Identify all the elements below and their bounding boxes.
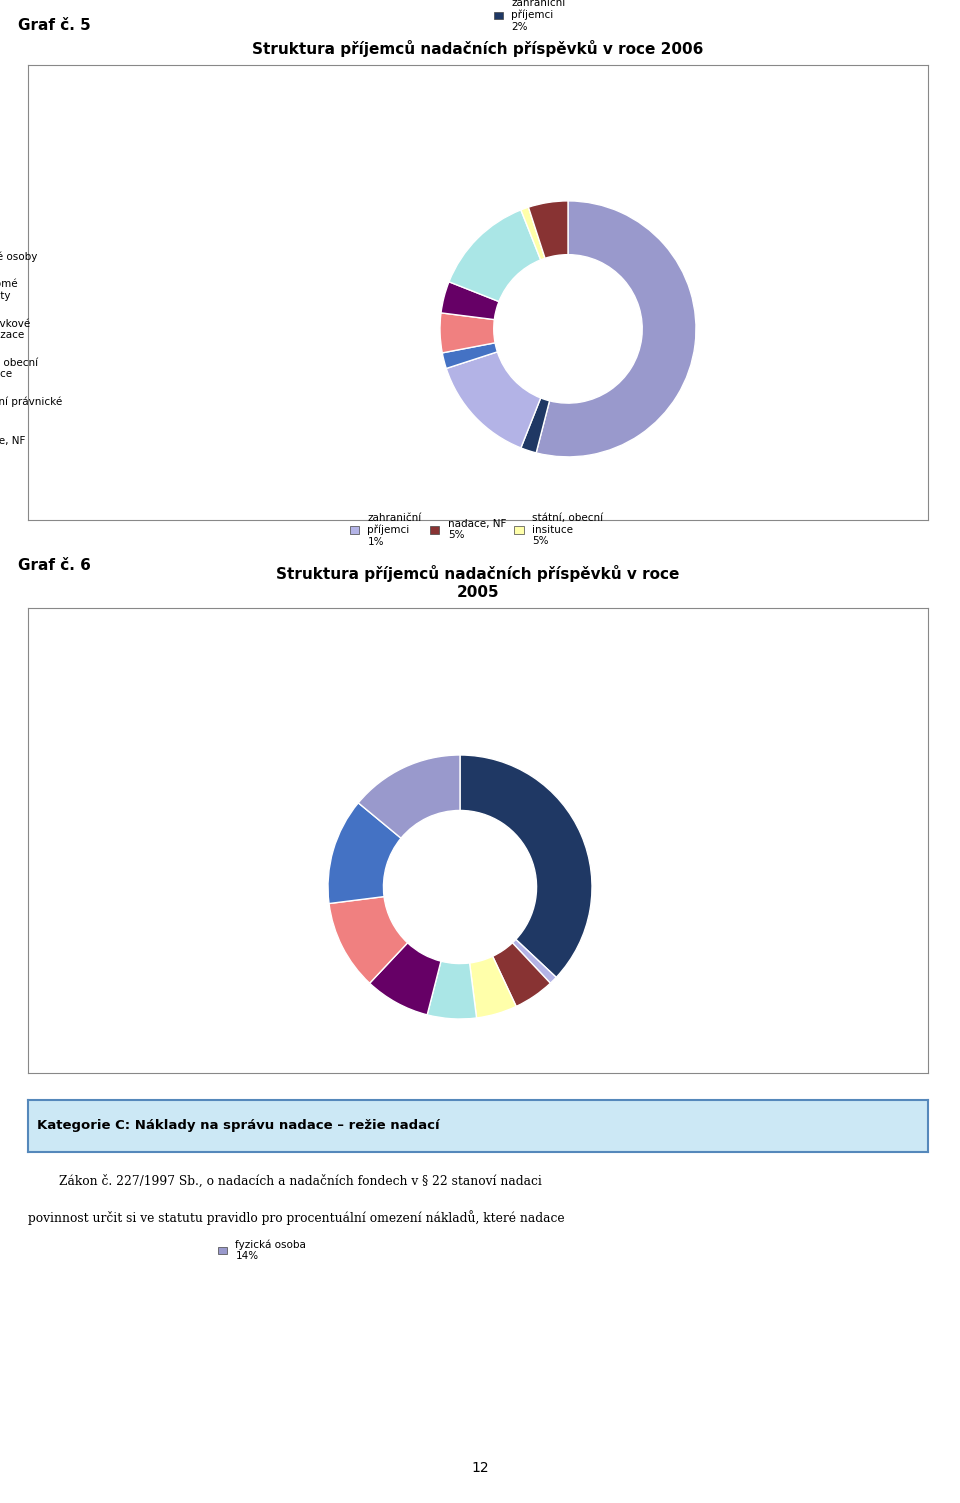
Text: Graf č. 5: Graf č. 5 xyxy=(18,18,91,33)
Wedge shape xyxy=(370,942,441,1015)
Wedge shape xyxy=(358,755,460,839)
Wedge shape xyxy=(427,960,476,1019)
Text: povinnost určit si ve statutu pravidlo pro procentuální omezení nákladů, které n: povinnost určit si ve statutu pravidlo p… xyxy=(28,1210,564,1225)
Wedge shape xyxy=(449,210,540,302)
Wedge shape xyxy=(492,942,550,1007)
Wedge shape xyxy=(441,281,499,320)
Text: 12: 12 xyxy=(471,1461,489,1474)
Legend: o.p.s.
5%: o.p.s. 5% xyxy=(474,670,520,691)
Title: Struktura příjemců nadačních příspěvků v roce 2006: Struktura příjemců nadačních příspěvků v… xyxy=(252,41,704,57)
Wedge shape xyxy=(528,201,568,259)
Wedge shape xyxy=(513,939,556,983)
Wedge shape xyxy=(328,803,401,903)
Text: Zákon č. 227/1997 Sb., o nadacích a nadačních fondech v § 22 stanoví nadaci: Zákon č. 227/1997 Sb., o nadacích a nada… xyxy=(28,1175,541,1189)
Wedge shape xyxy=(329,897,408,983)
Wedge shape xyxy=(537,201,696,457)
Wedge shape xyxy=(521,207,545,260)
Text: Kategorie C: Náklady na správu nadace – režie nadací: Kategorie C: Náklady na správu nadace – … xyxy=(37,1120,440,1132)
Wedge shape xyxy=(446,352,540,448)
Text: Graf č. 6: Graf č. 6 xyxy=(18,558,91,573)
Wedge shape xyxy=(521,398,549,452)
Wedge shape xyxy=(460,755,592,977)
Title: Struktura příjemců nadačních příspěvků v roce
2005: Struktura příjemců nadačních příspěvků v… xyxy=(276,565,680,600)
Wedge shape xyxy=(440,313,495,353)
Wedge shape xyxy=(469,956,516,1018)
Wedge shape xyxy=(443,343,497,368)
